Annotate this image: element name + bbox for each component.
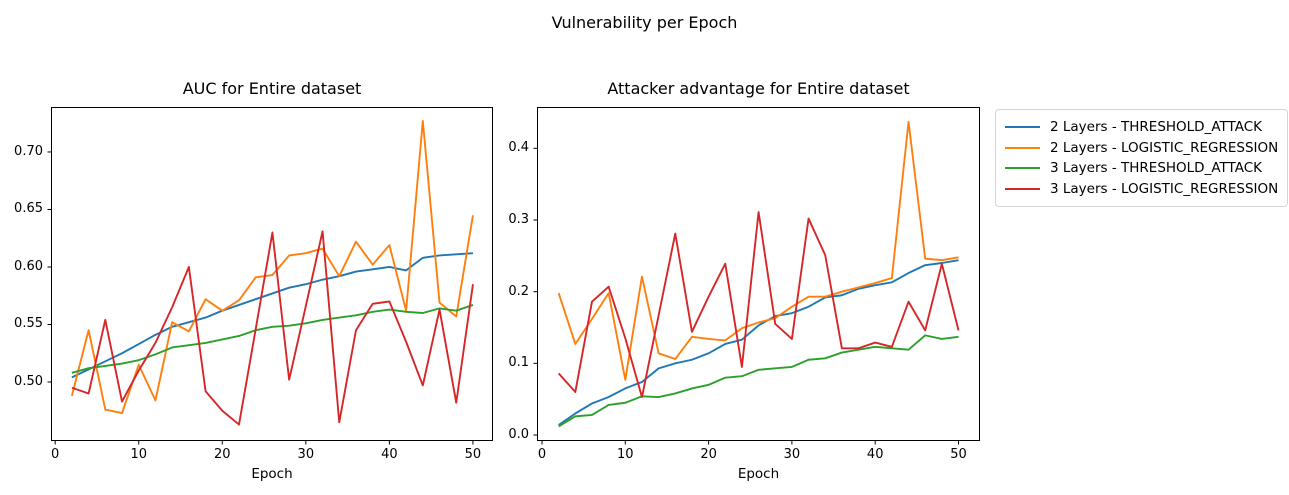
- y-tick-label: 0.70: [14, 143, 43, 159]
- x-tick-label: 40: [381, 447, 398, 462]
- chart-auc-title: AUC for Entire dataset: [182, 79, 362, 98]
- series-line-3-layers-logistic-regression: [71, 230, 474, 426]
- legend-entry: 3 Layers - LOGISTIC_REGRESSION: [1005, 179, 1278, 200]
- x-tick-label: 30: [297, 447, 315, 462]
- legend-label: 3 Layers - LOGISTIC_REGRESSION: [1050, 180, 1279, 197]
- y-tick-label: 0.50: [14, 373, 43, 389]
- axes-frame: [537, 107, 980, 441]
- y-tick-label: 0.2: [508, 283, 529, 299]
- series-line-3-layers-threshold-attack: [558, 334, 959, 428]
- legend-line-swatch: [1005, 187, 1040, 190]
- figure-suptitle: Vulnerability per Epoch: [551, 13, 738, 32]
- axes-frame: [51, 107, 493, 441]
- chart-attacker-advantage-xlabel: Epoch: [737, 466, 780, 482]
- y-tick-label: 0.0: [508, 427, 529, 442]
- chart-auc: AUC for Entire dataset Epoch 0 10 20 30 40 50…: [14, 79, 493, 482]
- x-tick-label: 0: [537, 447, 547, 462]
- y-tick-label: 0.1: [508, 355, 529, 371]
- series-line-3-layers-threshold-attack: [71, 304, 474, 374]
- y-tick-label: 0.65: [14, 201, 43, 217]
- x-tick-label: 30: [783, 447, 801, 462]
- series-line-2-layers-threshold-attack: [71, 252, 474, 379]
- chart-auc-plot-area: [47, 107, 493, 445]
- legend-line-swatch: [1005, 126, 1040, 129]
- legend-line-swatch: [1005, 167, 1040, 170]
- series-line-2-layers-logistic-regression: [557, 120, 959, 381]
- legend-label: 3 Layers - THRESHOLD_ATTACK: [1050, 160, 1262, 177]
- x-tick-label: 50: [950, 447, 967, 462]
- legend: 2 Layers - THRESHOLD_ATTACK 2 Layers - LO…: [995, 109, 1289, 207]
- chart-attacker-advantage-title: Attacker advantage for Entire dataset: [607, 79, 910, 98]
- x-tick-label: 20: [700, 447, 717, 462]
- x-tick-label: 20: [214, 447, 231, 462]
- legend-entry: 2 Layers - LOGISTIC_REGRESSION: [1005, 138, 1278, 159]
- x-tick-label: 50: [464, 447, 482, 462]
- x-tick-label: 0: [51, 447, 60, 462]
- series-line-2-layers-threshold-attack: [558, 259, 959, 426]
- legend-label: 2 Layers - LOGISTIC_REGRESSION: [1050, 139, 1279, 156]
- chart-auc-xlabel: Epoch: [251, 466, 293, 482]
- x-tick-label: 10: [130, 447, 147, 462]
- legend-entry: 2 Layers - THRESHOLD_ATTACK: [1005, 117, 1278, 138]
- y-tick-label: 0.60: [14, 258, 43, 274]
- y-tick-label: 0.3: [508, 211, 529, 227]
- legend-entry: 3 Layers - THRESHOLD_ATTACK: [1005, 158, 1278, 179]
- legend-label: 2 Layers - THRESHOLD_ATTACK: [1050, 119, 1262, 136]
- x-tick-label: 10: [617, 447, 634, 462]
- chart-attacker-advantage: Attacker advantage for Entire dataset Ep…: [508, 79, 980, 482]
- y-tick-label: 0.4: [508, 140, 529, 156]
- series-line-3-layers-logistic-regression: [557, 211, 960, 398]
- y-tick-label: 0.55: [14, 316, 43, 332]
- chart-attacker-advantage-plot-area: [533, 107, 980, 445]
- legend-line-swatch: [1005, 146, 1040, 149]
- series-line-2-layers-logistic-regression: [70, 119, 474, 414]
- x-tick-label: 40: [866, 447, 884, 462]
